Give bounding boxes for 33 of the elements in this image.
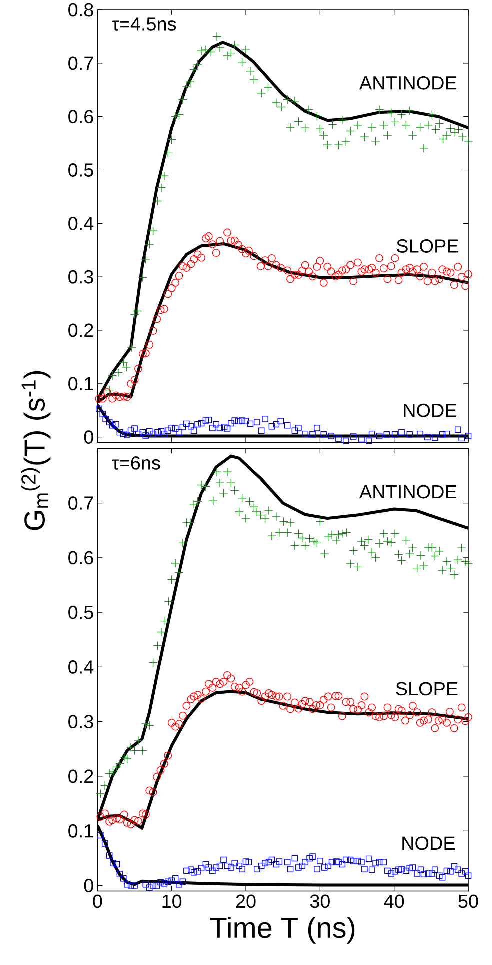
x-tick-label: 30: [310, 894, 330, 908]
y-tick-label: 0.4: [68, 660, 94, 674]
y-tick-label: 0.2: [68, 770, 94, 784]
annotation: τ=6ns: [112, 456, 160, 470]
y-tick-label: 0.8: [68, 3, 94, 17]
x-tick-label: 10: [162, 894, 182, 908]
y-tick-label: 0.1: [68, 377, 94, 391]
annotation: ANTINODE: [359, 76, 456, 90]
y-tick-label: 0.5: [68, 164, 94, 177]
y-tick-label: 0.6: [68, 551, 94, 565]
annotation: ANTINODE: [359, 485, 456, 499]
y-tick-label: 0.4: [68, 216, 94, 230]
annotation: NODE: [404, 404, 456, 418]
y-tick-label: 0: [84, 879, 94, 892]
y-tick-label: 0.6: [68, 110, 94, 124]
x-tick-label: 40: [384, 894, 404, 908]
y-axis-title: G$_{m}$$^{(2)}$(T) (s$^{-1}$): [20, 371, 51, 530]
x-axis-title: Time T (ns): [210, 916, 354, 944]
y-tick-label: 0.3: [68, 715, 94, 729]
y-tick-label: 0.2: [68, 324, 94, 338]
y-tick-label: 0.3: [68, 270, 94, 284]
annotation: SLOPE: [396, 240, 458, 253]
y-tick-label: 0.7: [68, 56, 94, 70]
annotation: SLOPE: [396, 682, 458, 696]
x-tick-label: 50: [458, 894, 478, 908]
annotation: τ=4.5ns: [112, 18, 176, 31]
y-tick-label: 0.1: [68, 824, 94, 838]
x-tick-label: 20: [236, 894, 256, 908]
x-tick-label: 0: [92, 894, 102, 908]
y-tick-label: 0.5: [68, 606, 94, 620]
y-tick-label: 0.7: [68, 496, 94, 510]
annotation: NODE: [402, 836, 455, 850]
y-tick-label: 0: [84, 430, 94, 444]
